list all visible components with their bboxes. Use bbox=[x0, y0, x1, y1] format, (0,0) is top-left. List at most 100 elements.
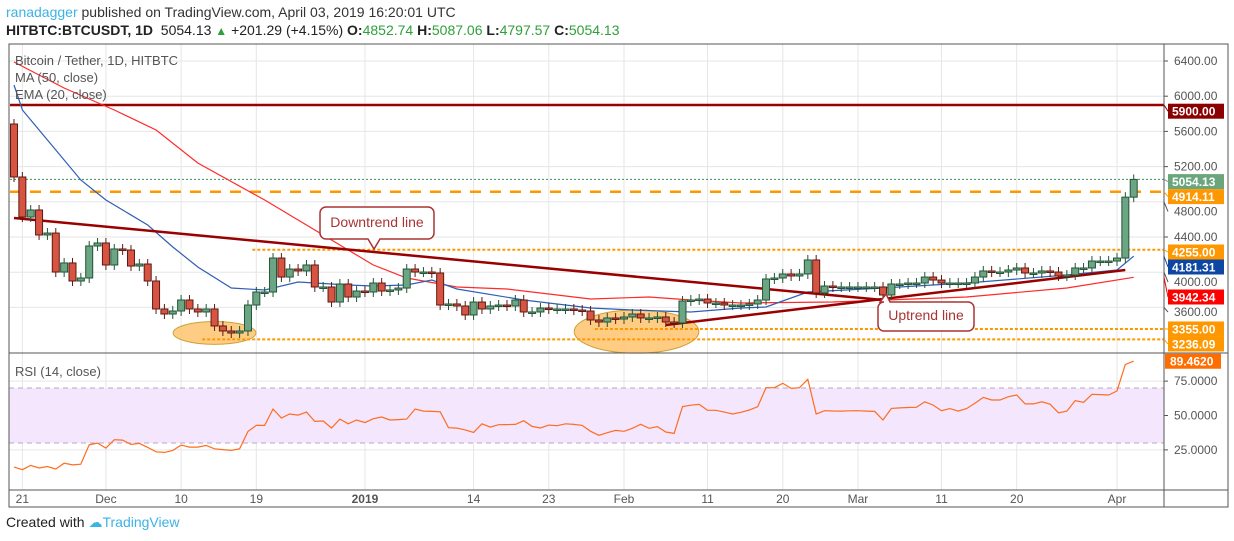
candle-down bbox=[101, 242, 110, 266]
candle-down bbox=[160, 308, 169, 315]
candle-up bbox=[60, 262, 69, 273]
candle-up bbox=[43, 232, 52, 236]
candle-up bbox=[628, 313, 637, 318]
candle-down bbox=[152, 280, 161, 310]
candle-down bbox=[586, 310, 595, 321]
candle-up bbox=[260, 291, 269, 294]
candle-up bbox=[1079, 267, 1088, 270]
level-badge bbox=[1168, 174, 1224, 190]
candle-up bbox=[862, 286, 871, 289]
candle-up bbox=[1012, 267, 1021, 271]
candle-up bbox=[753, 299, 762, 305]
badge-pointer bbox=[1163, 249, 1169, 253]
candle-down bbox=[519, 299, 528, 313]
candle-up bbox=[553, 308, 562, 311]
tradingview-link[interactable]: TradingView bbox=[102, 514, 180, 530]
candle-up bbox=[168, 310, 177, 315]
candle-down bbox=[344, 283, 353, 298]
level-badge bbox=[1168, 289, 1224, 305]
y-tick-label: 4000.00 bbox=[1174, 275, 1218, 289]
level-badge bbox=[1168, 103, 1224, 119]
candle-up bbox=[394, 287, 403, 291]
y-tick-label: 4400.00 bbox=[1174, 230, 1218, 244]
candle-down bbox=[879, 286, 888, 296]
close-label: C: bbox=[554, 22, 569, 38]
candle-down bbox=[987, 270, 996, 273]
candle-down bbox=[277, 257, 286, 278]
candle-up bbox=[996, 271, 1005, 275]
candle-down bbox=[411, 268, 420, 273]
candle-up bbox=[904, 282, 913, 286]
candle-up bbox=[1096, 260, 1105, 264]
badge-pointer bbox=[1163, 191, 1169, 197]
ohlc-header: HITBTC:BTCUSDT, 1D 5054.13 ▲ +201.29 (+4… bbox=[6, 22, 620, 39]
x-tick-label: 2019 bbox=[352, 492, 379, 506]
candle-up bbox=[1071, 267, 1080, 276]
candle-down bbox=[720, 302, 729, 306]
candle-up bbox=[243, 304, 252, 332]
candle-up bbox=[728, 304, 737, 308]
y-tick-label: 3600.00 bbox=[1174, 305, 1218, 319]
candle-up bbox=[837, 286, 846, 289]
legend-ema[interactable]: EMA (20, close) bbox=[15, 87, 107, 102]
created-with: Created with bbox=[6, 514, 85, 530]
candle-down bbox=[477, 301, 486, 310]
candle-up bbox=[945, 282, 954, 286]
level-badge bbox=[1168, 321, 1224, 337]
uptrend-line bbox=[665, 268, 1126, 327]
candle-down bbox=[787, 273, 796, 277]
candle-up bbox=[962, 282, 971, 286]
candle-down bbox=[828, 285, 837, 289]
high-label: H: bbox=[417, 22, 432, 38]
candle-up bbox=[76, 277, 85, 282]
candle-down bbox=[1046, 270, 1055, 273]
candle-up bbox=[26, 209, 35, 218]
candle-up bbox=[469, 301, 478, 316]
rsi-tick-label: 25.0000 bbox=[1174, 443, 1218, 457]
up-triangle-icon: ▲ bbox=[215, 24, 228, 38]
level-badge-label: 3355.00 bbox=[1172, 322, 1216, 336]
level-badge-label: 4255.00 bbox=[1172, 246, 1216, 260]
publish-text: published on TradingView.com, April 03, … bbox=[81, 4, 456, 20]
candle-up bbox=[736, 304, 745, 308]
x-tick-label: 11 bbox=[935, 492, 948, 506]
ema20-line bbox=[13, 84, 1135, 313]
open-value: 4852.74 bbox=[362, 22, 414, 38]
candle-down bbox=[68, 262, 77, 282]
candle-up bbox=[202, 308, 211, 313]
rsi-band bbox=[9, 388, 1164, 443]
candle-down bbox=[611, 317, 620, 320]
candle-down bbox=[218, 325, 227, 332]
rsi-badge bbox=[1165, 353, 1221, 369]
candle-up bbox=[352, 290, 361, 298]
candle-up bbox=[686, 299, 695, 303]
level-badge bbox=[1168, 259, 1224, 275]
candle-up bbox=[1121, 196, 1130, 259]
candle-up bbox=[895, 283, 904, 286]
candle-down bbox=[210, 308, 219, 327]
footer: Created with ☁TradingView bbox=[6, 514, 180, 530]
level-badge-label: 4181.31 bbox=[1172, 261, 1216, 275]
candle-up bbox=[954, 282, 963, 286]
candle-up bbox=[645, 317, 654, 320]
candle-up bbox=[402, 268, 411, 289]
candle-up bbox=[653, 316, 662, 319]
candle-up bbox=[1004, 269, 1013, 273]
author-link[interactable]: ranadagger bbox=[6, 4, 78, 20]
candle-up bbox=[979, 270, 988, 278]
candle-up bbox=[135, 263, 144, 267]
candle-up bbox=[1104, 260, 1113, 264]
high-value: 5087.06 bbox=[431, 22, 483, 38]
candle-up bbox=[619, 316, 628, 320]
downtrend-callout: Downtrend line bbox=[319, 206, 435, 251]
rsi-pane bbox=[9, 360, 1164, 471]
candle-down bbox=[427, 271, 436, 275]
legend-ma[interactable]: MA (50, close) bbox=[15, 70, 98, 85]
y-tick-label: 5600.00 bbox=[1174, 124, 1218, 138]
legend-rsi[interactable]: RSI (14, close) bbox=[15, 364, 101, 379]
candle-up bbox=[695, 298, 704, 302]
level-badge-label: 3236.09 bbox=[1172, 337, 1216, 351]
publish-info: ranadagger published on TradingView.com,… bbox=[6, 4, 456, 20]
